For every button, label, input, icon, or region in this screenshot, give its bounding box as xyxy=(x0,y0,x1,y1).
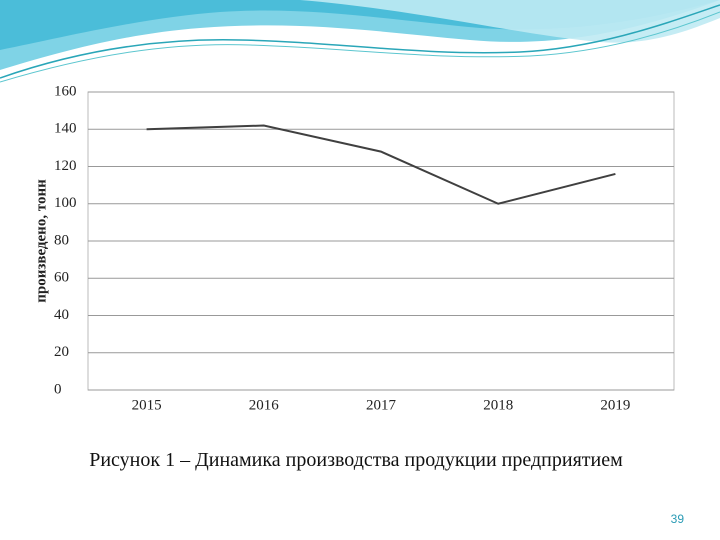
x-tick-label: 2015 xyxy=(132,397,162,413)
y-tick-label: 40 xyxy=(54,307,69,323)
header-decoration xyxy=(0,0,720,83)
x-tick-label: 2019 xyxy=(600,397,630,413)
wave xyxy=(300,0,720,43)
wave-line xyxy=(0,4,720,79)
y-tick-label: 80 xyxy=(54,232,69,248)
y-tick-label: 20 xyxy=(54,344,69,360)
y-tick-label: 160 xyxy=(54,83,77,99)
x-tick-label: 2018 xyxy=(483,397,513,413)
y-tick-label: 60 xyxy=(54,270,69,286)
y-tick-label: 0 xyxy=(54,381,62,397)
page-number: 39 xyxy=(671,512,685,526)
wave-line xyxy=(0,11,720,83)
data-line xyxy=(146,124,616,205)
y-tick-label: 140 xyxy=(54,121,77,137)
x-tick-label: 2016 xyxy=(249,397,280,413)
y-axis-label: произведено, тонн xyxy=(33,179,49,303)
y-tick-label: 100 xyxy=(54,195,77,211)
caption: Рисунок 1 – Динамика производства продук… xyxy=(89,449,623,471)
y-tick-label: 120 xyxy=(54,158,77,174)
x-tick-label: 2017 xyxy=(366,397,397,413)
